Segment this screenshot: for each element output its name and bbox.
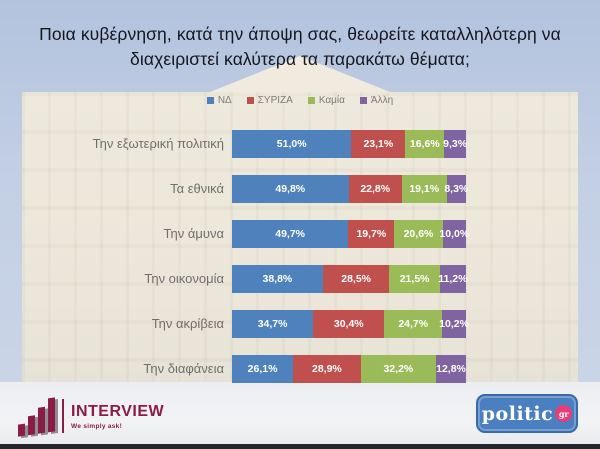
category-label: Την ακρίβεια [151,316,224,331]
bar-stack: 38,8% 28,5% 21,5% 11,2% [232,265,467,293]
bar-segment: 19,1% [401,175,447,203]
politic-gr-badge: gr [555,405,573,422]
interview-agency-logo: INTERVIEW We simply ask! [18,395,165,437]
legend-item: Καμία [307,95,345,106]
bar-row: Την οικονομία 38,8% 28,5% 21,5% 11,2% [0,265,600,293]
bar-segment: 8,3% [444,175,468,203]
legend-label: ΣΥΡΙΖΑ [257,95,293,106]
bar-segment: 30,4% [313,310,385,338]
legend-item: ΣΥΡΙΖΑ [246,95,293,106]
legend-swatch-icon [246,97,254,104]
legend-item: ΝΔ [206,95,232,106]
category-label: Την άμυνα [163,226,224,241]
bar-segment: 24,7% [384,310,443,338]
stacked-bar-chart: Την εξωτερική πολιτική 51,0% 23,1% 16,6% 9,3… [0,130,600,400]
bar-row: Την άμυνα 49,7% 19,7% 20,6% 10,0% [0,220,600,248]
legend-swatch-icon [206,97,214,104]
bar-segment: 16,6% [405,130,445,158]
bar-segment: 38,8% [232,265,323,293]
bar-stack: 49,7% 19,7% 20,6% 10,0% [232,220,469,248]
bar-stack: 26,1% 28,9% 32,2% 12,8% [232,355,466,383]
bar-segment: 23,1% [351,130,406,158]
bar-segment: 10,0% [439,220,469,248]
politic-logo-text: politic [481,402,554,425]
bar-segment: 21,5% [389,265,440,293]
bar-segment: 51,0% [232,130,352,158]
bar-chart-icon [18,395,55,437]
category-label: Την οικονομία [144,271,224,286]
legend-swatch-icon [307,97,315,104]
bar-segment: 26,1% [232,355,294,383]
category-label: Την διαφάνεια [143,361,224,376]
bar-stack: 49,8% 22,8% 19,1% 8,3% [232,175,468,203]
legend-swatch-icon [359,97,367,104]
bar-row: Την εξωτερική πολιτική 51,0% 23,1% 16,6% 9,3… [0,130,600,158]
category-label: Τα εθνικά [170,181,224,196]
parliament-pediment-background [205,56,395,94]
chart-legend: ΝΔ ΣΥΡΙΖΑ Καμία Άλλη [0,95,600,106]
bar-segment: 32,2% [360,355,437,383]
bar-segment: 22,8% [348,175,402,203]
bar-segment: 9,3% [443,130,467,158]
bar-segment: 11,2% [438,265,467,293]
bar-segment: 10,2% [439,310,469,338]
bar-segment: 28,5% [322,265,390,293]
bar-row: Την διαφάνεια 26,1% 28,9% 32,2% 12,8% [0,355,600,383]
bar-segment: 12,8% [436,355,466,383]
politic-gr-logo: politic gr [476,394,578,433]
bottom-dark-strip [0,444,600,449]
category-label: Την εξωτερική πολιτική [92,136,224,151]
interview-logo-tagline: We simply ask! [71,422,123,430]
chart-title: Ποια κυβέρνηση, κατά την άποψη σας, θεωρ… [39,24,561,70]
bar-row: Την ακρίβεια 34,7% 30,4% 24,7% 10,2% [0,310,600,338]
bar-row: Τα εθνικά 49,8% 22,8% 19,1% 8,3% [0,175,600,203]
logo-divider [62,399,64,433]
bar-segment: 49,8% [232,175,349,203]
bar-segment: 19,7% [348,220,395,248]
bar-stack: 51,0% 23,1% 16,6% 9,3% [232,130,467,158]
bar-segment: 49,7% [232,220,349,248]
legend-label: Άλλη [370,95,394,106]
interview-logo-text: INTERVIEW [71,402,165,420]
bar-segment: 20,6% [394,220,443,248]
bar-stack: 34,7% 30,4% 24,7% 10,2% [232,310,469,338]
legend-label: ΝΔ [217,95,232,106]
legend-label: Καμία [318,95,345,106]
bar-segment: 34,7% [232,310,314,338]
legend-item: Άλλη [359,95,394,106]
bar-segment: 28,9% [293,355,361,383]
